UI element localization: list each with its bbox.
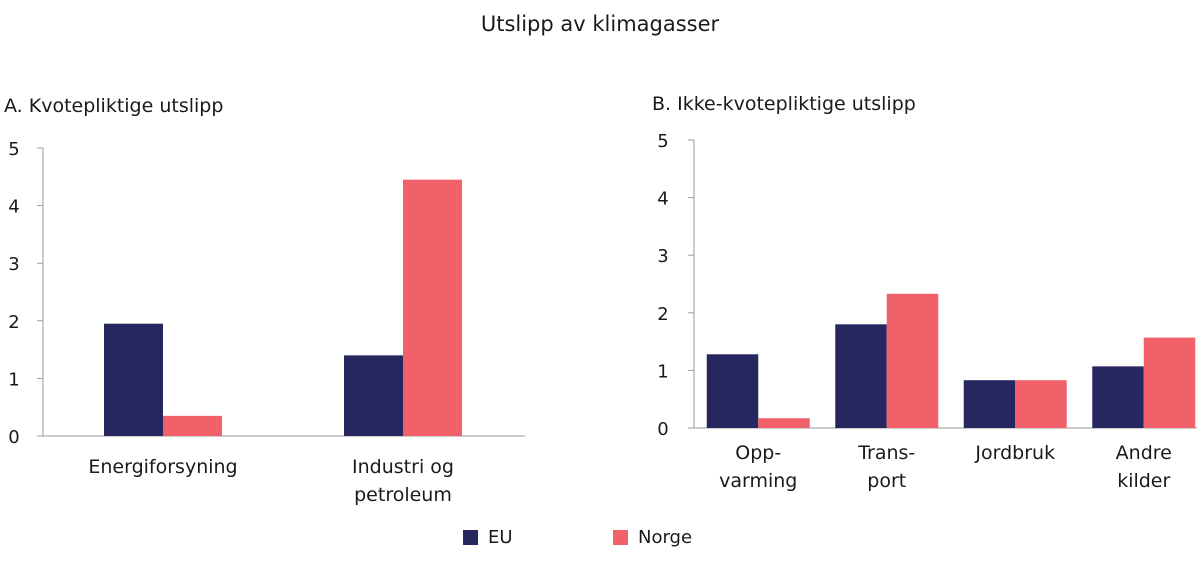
panel-b-category-label: Jordbruk: [974, 442, 1055, 464]
panel-b-bar-norge: [1015, 380, 1067, 428]
panel-a-category-label: petroleum: [354, 484, 452, 506]
panel-b-category-label: varming: [719, 470, 797, 492]
panel-a-bar-norge: [163, 415, 222, 436]
panel-b-bar-eu: [963, 380, 1016, 428]
panel-a-y-tick-label: 1: [8, 369, 19, 390]
panel-a-y-tick-label: 4: [8, 197, 19, 218]
panel-a-y-tick-label: 5: [8, 139, 19, 160]
chart-title: Utslipp av klimagasser: [480, 12, 720, 36]
panel-b-y-tick-label: 2: [657, 304, 668, 325]
panel-b-bar-norge: [1143, 337, 1196, 428]
panel-a-y-tick-label: 2: [8, 312, 19, 333]
panel-b-bar-eu: [706, 354, 759, 428]
panel-b-category-label: Trans-: [857, 442, 915, 464]
panel-a-y-tick-label: 3: [8, 254, 19, 275]
legend-label-eu: EU: [488, 526, 513, 548]
panel-a-title: A. Kvotepliktige utslipp: [4, 95, 223, 117]
legend-swatch-norge: [613, 529, 628, 545]
panel-b-bar-eu: [835, 324, 887, 428]
panel-a-bar-norge: [403, 179, 462, 436]
panel-b-y-tick-label: 4: [657, 189, 668, 210]
panel-b-category-label: kilder: [1117, 470, 1170, 492]
panel-a-bar-eu: [104, 323, 163, 436]
legend-swatch-eu: [463, 529, 478, 545]
legend-item-norge: Norge: [613, 525, 692, 549]
panel-b-bar-norge: [758, 418, 810, 428]
panel-b-category-label: port: [867, 470, 906, 492]
legend-label-norge: Norge: [638, 526, 693, 548]
panel-b-y-tick-label: 0: [657, 419, 668, 440]
panel-b-y-tick-label: 5: [657, 131, 668, 152]
panel-a-y-tick-label: 0: [8, 427, 19, 448]
panel-b-title: B. Ikke-kvotepliktige utslipp: [652, 93, 916, 115]
panel-a-bar-eu: [344, 355, 403, 436]
panel-b-bar-norge: [886, 293, 939, 428]
panel-a-category-label: Energiforsyning: [88, 456, 237, 478]
legend-item-eu: EU: [463, 525, 513, 549]
panel-a-category-label: Industri og: [352, 456, 454, 478]
panel-b-y-tick-label: 1: [657, 361, 668, 382]
panel-b-bar-eu: [1092, 366, 1144, 428]
legend: EU Norge: [0, 525, 1200, 551]
panel-b-category-label: Andre: [1116, 442, 1172, 464]
panel-b-y-tick-label: 3: [657, 246, 668, 267]
panel-b-category-label: Opp-: [735, 442, 781, 464]
